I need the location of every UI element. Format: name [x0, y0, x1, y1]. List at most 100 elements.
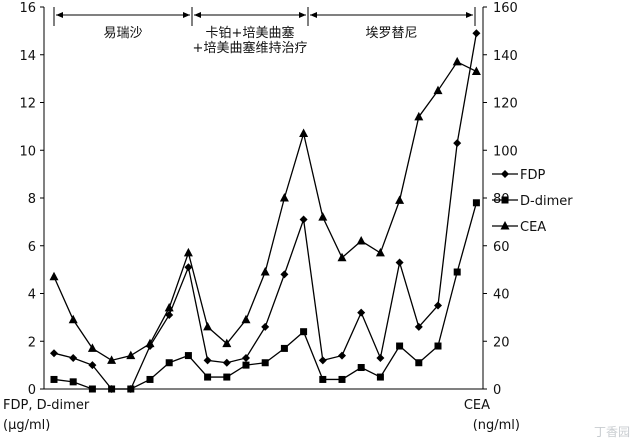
data-point: [204, 373, 212, 381]
data-point: [376, 353, 385, 362]
data-point: [88, 361, 97, 370]
data-point: [68, 314, 78, 324]
legend-marker: [501, 170, 509, 178]
data-point: [222, 338, 232, 348]
phase-arrow-right: [183, 12, 190, 18]
data-point: [260, 267, 270, 276]
phase-label: 埃罗替尼: [365, 26, 417, 41]
left-tick-label: 10: [19, 144, 36, 159]
data-point: [414, 111, 424, 121]
right-tick-label: 20: [493, 335, 510, 350]
data-point: [165, 310, 174, 319]
data-point: [107, 355, 117, 364]
data-point: [49, 271, 59, 281]
phase-label: 卡铂+培美曲塞: [206, 25, 295, 41]
data-point: [203, 356, 212, 365]
left-axis-title-line1: FDP, D-dimer: [3, 398, 90, 413]
left-tick-label: 4: [28, 288, 36, 303]
data-point: [203, 321, 213, 331]
data-point: [395, 258, 404, 267]
data-point: [222, 358, 231, 367]
data-point: [242, 361, 250, 369]
left-tick-label: 0: [28, 383, 36, 398]
left-tick-label: 12: [19, 97, 36, 112]
data-point: [472, 199, 480, 207]
phase-arrow-right: [299, 12, 306, 18]
data-point: [145, 338, 155, 348]
data-point: [357, 364, 365, 372]
series-lines: [49, 29, 481, 393]
data-point: [184, 352, 192, 360]
data-point: [126, 350, 136, 360]
data-point: [69, 378, 77, 386]
legend-label: FDP: [520, 168, 545, 183]
data-point: [108, 385, 116, 393]
data-point: [164, 302, 174, 312]
data-point: [357, 308, 366, 317]
data-point: [223, 373, 231, 381]
data-point: [242, 353, 250, 362]
data-point: [261, 359, 269, 367]
treatment-phases: 易瑞沙 卡铂+培美曲塞+培美曲塞维持治疗 埃罗替尼: [53, 7, 476, 56]
left-tick-label: 2: [28, 335, 36, 350]
legend-item: D-dimer: [492, 194, 573, 209]
data-point: [300, 328, 308, 336]
left-tick-label: 8: [28, 192, 36, 207]
data-point: [127, 385, 135, 393]
data-point: [280, 344, 288, 352]
right-tick-label: 120: [493, 97, 518, 112]
data-point: [414, 322, 423, 331]
right-tick-label: 100: [493, 144, 518, 159]
data-point: [261, 322, 270, 331]
data-point: [50, 375, 58, 383]
phase-label: 易瑞沙: [103, 26, 142, 41]
right-tick-label: 140: [493, 49, 518, 64]
data-point: [50, 349, 58, 358]
data-point: [69, 353, 78, 362]
legend-label: D-dimer: [520, 194, 573, 209]
right-tick-label: 160: [493, 1, 518, 16]
phase-label-line2: +培美曲塞维持治疗: [193, 40, 308, 56]
data-point: [433, 85, 443, 95]
legend-marker: [501, 196, 509, 204]
left-tick-label: 16: [19, 1, 36, 16]
data-point: [165, 359, 173, 367]
phase-arrow-left: [194, 12, 201, 18]
left-axis-ticks: 0 2 4 6 8 10 12 14 16: [19, 1, 44, 398]
series-fdp: [50, 29, 481, 393]
data-point: [88, 385, 96, 393]
right-axis-title-line2: (ng/ml): [473, 418, 520, 433]
phase-arrow-left: [56, 12, 63, 18]
axes: [43, 7, 484, 390]
series-line: [53, 61, 477, 362]
data-point: [87, 343, 97, 352]
data-point: [356, 235, 366, 245]
series-d-dimer: [50, 199, 480, 393]
data-point: [434, 342, 442, 350]
left-axis-title-line2: (μg/ml): [3, 418, 50, 433]
data-point: [453, 268, 461, 276]
data-point: [299, 128, 309, 138]
legend-item: CEA: [492, 220, 546, 235]
data-point: [415, 359, 423, 367]
data-point: [452, 56, 462, 66]
phase-arrow-right: [466, 12, 473, 18]
legend-item: FDP: [492, 168, 545, 183]
data-point: [183, 247, 193, 257]
data-point: [375, 247, 385, 257]
left-tick-label: 14: [19, 49, 36, 64]
left-tick-label: 6: [28, 240, 36, 255]
data-point: [395, 195, 405, 204]
legend: FDP D-dimer CEA: [492, 168, 573, 235]
right-tick-label: 0: [493, 383, 501, 398]
right-tick-label: 40: [493, 288, 510, 303]
data-point: [184, 263, 193, 272]
data-point: [472, 29, 481, 38]
data-point: [338, 375, 346, 383]
legend-marker: [500, 221, 510, 230]
legend-label: CEA: [520, 220, 546, 235]
data-point: [338, 351, 346, 360]
data-point: [279, 193, 289, 202]
